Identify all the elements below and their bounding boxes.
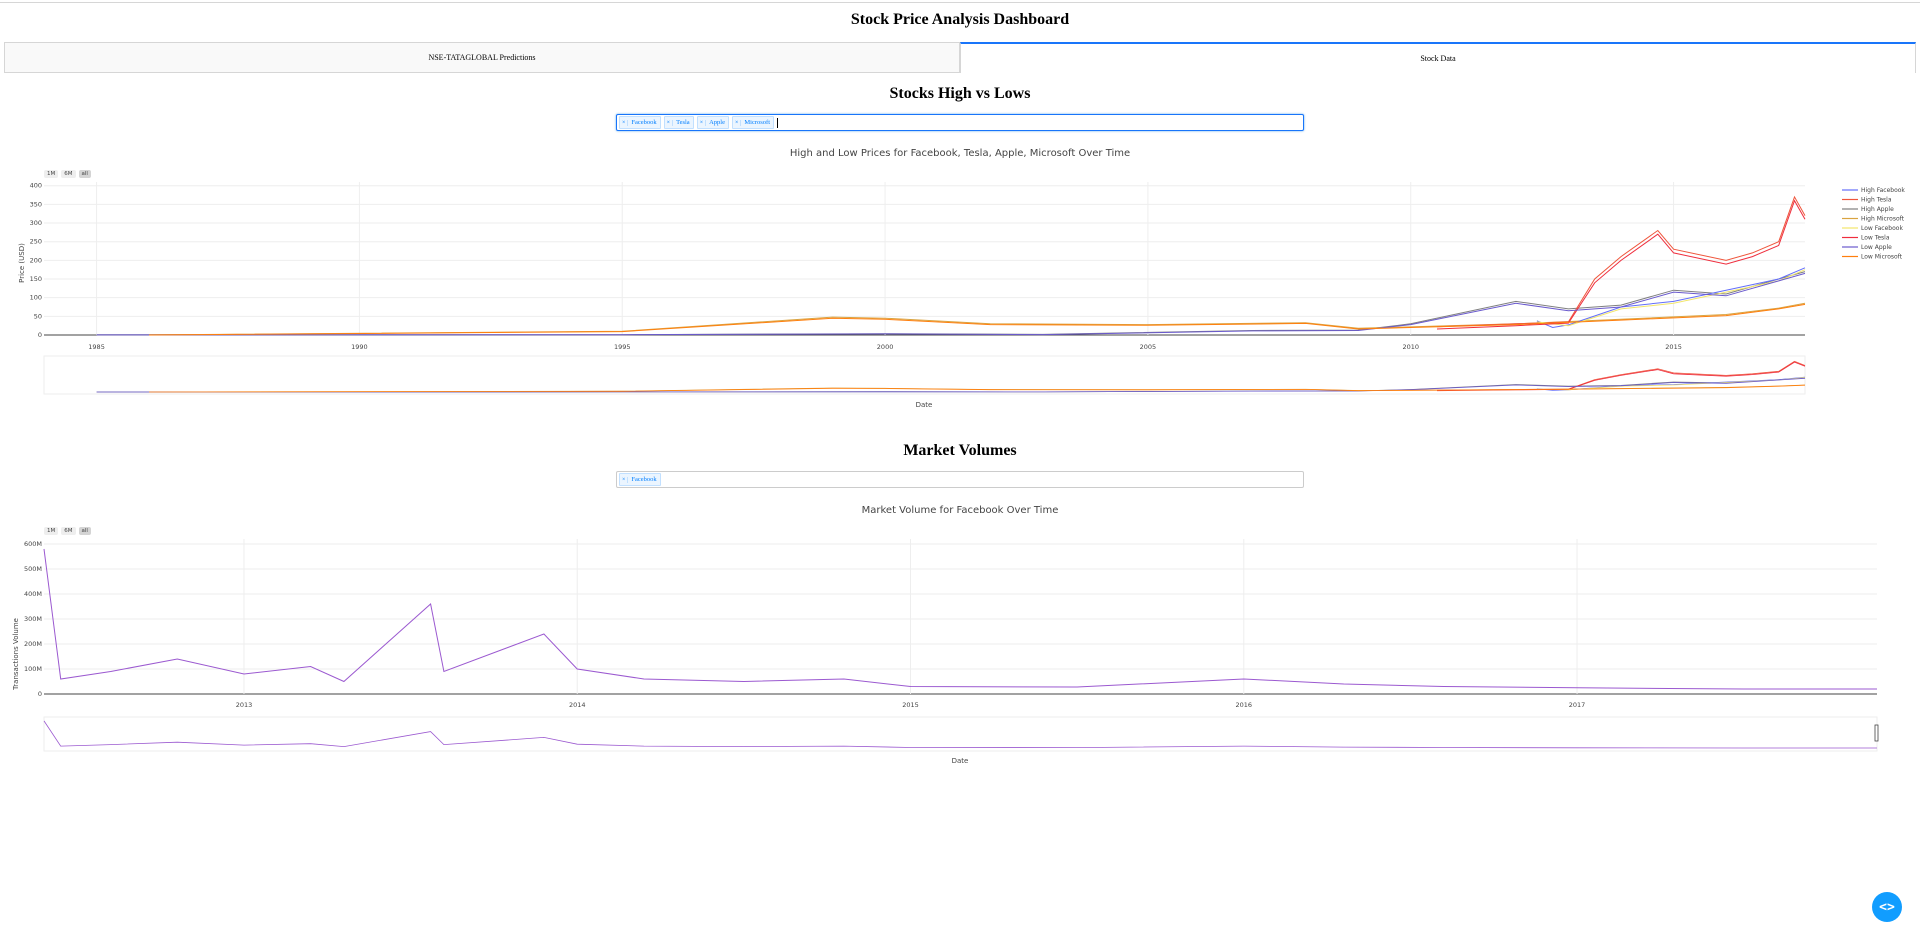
highlow-chart-title: High and Low Prices for Facebook, Tesla,… (789, 148, 1131, 159)
remove-facebook-icon[interactable]: × (620, 119, 629, 126)
y-tick-label: 400M (24, 590, 42, 598)
range-series-line (149, 384, 1806, 393)
legend-entry[interactable]: High Tesla (1861, 197, 1892, 204)
x-tick-label: 2000 (877, 343, 894, 351)
x-tick-label: 2010 (1402, 343, 1419, 351)
series-line (149, 303, 1806, 336)
y-tick-label: 500M (24, 565, 42, 573)
range-series-line (96, 377, 1806, 393)
range-slider[interactable] (43, 716, 1878, 752)
x-tick-label: 2016 (1236, 701, 1253, 709)
tab-bar: NSE-TATAGLOBAL Predictions Stock Data (4, 42, 1916, 73)
series-line (149, 302, 1806, 336)
y-tick-label: 400 (30, 182, 42, 190)
tab-stock-data[interactable]: Stock Data (960, 42, 1916, 73)
x-tick-label: 1990 (351, 343, 368, 351)
chip-label: Tesla (676, 119, 690, 126)
remove-apple-icon[interactable]: × (698, 119, 707, 126)
range-series-line (43, 720, 1877, 749)
chip-microsoft: × Microsoft (731, 116, 774, 129)
x-tick-label: 2005 (1140, 343, 1157, 351)
highlow-stock-dropdown[interactable]: × Facebook × Tesla × Apple × Microsoft (616, 114, 1304, 131)
x-tick-label: 2015 (902, 701, 919, 709)
y-tick-label: 250 (30, 238, 42, 246)
volume-chart[interactable]: Transactions Volume Date 0 100M 200M 300M 40… (0, 527, 1920, 767)
x-tick-label: 1995 (614, 343, 631, 351)
y-tick-label: 100M (24, 665, 42, 673)
range-slider-handle[interactable] (1874, 724, 1879, 742)
chip-facebook: × Facebook (619, 473, 661, 486)
page-title: Stock Price Analysis Dashboard (850, 11, 1070, 28)
highlow-section-title: Stocks High vs Lows (889, 85, 1031, 102)
legend-entry[interactable]: High Microsoft (1861, 216, 1905, 223)
y-tick-label: 150 (30, 275, 42, 283)
range-all-button[interactable]: all (78, 170, 91, 178)
tab-nse-tataglobal-predictions[interactable]: NSE-TATAGLOBAL Predictions (4, 42, 960, 73)
range-all-button[interactable]: all (78, 527, 91, 535)
legend-entry[interactable]: High Apple (1861, 206, 1894, 213)
legend-entry[interactable]: Low Apple (1861, 244, 1892, 251)
chip-facebook: × Facebook (619, 116, 661, 129)
range-series-line (1536, 376, 1806, 391)
y-tick-label: 0 (38, 331, 42, 339)
y-tick-label: 50 (34, 312, 42, 320)
x-tick-label: 2013 (236, 701, 253, 709)
top-divider (0, 2, 1920, 3)
x-tick-label: 2017 (1569, 701, 1586, 709)
series-line (1436, 199, 1806, 330)
code-toggle-button[interactable]: <> (1872, 892, 1902, 922)
legend-entry[interactable]: High Facebook (1861, 187, 1905, 194)
volume-section-title: Market Volumes (903, 442, 1017, 459)
volume-ylabel: Transactions Volume (12, 618, 20, 691)
remove-microsoft-icon[interactable]: × (733, 119, 742, 126)
volume-xlabel: Date (952, 757, 969, 765)
range-6m-button[interactable]: 6M (61, 170, 76, 178)
x-tick-label: 2015 (1665, 343, 1682, 351)
volume-stock-dropdown[interactable]: × Facebook (616, 471, 1304, 488)
range-6m-button[interactable]: 6M (61, 527, 76, 535)
chip-label: Apple (709, 119, 725, 126)
y-tick-label: 200 (30, 256, 42, 264)
series-line (1536, 267, 1806, 329)
series-line (43, 548, 1877, 690)
y-tick-label: 100 (30, 294, 42, 302)
range-1m-button[interactable]: 1M (44, 170, 59, 178)
volume-range-selector: 1M 6M all (44, 527, 91, 535)
y-tick-label: 350 (30, 200, 42, 208)
chip-tesla: × Tesla (663, 116, 694, 129)
highlow-range-selector: 1M 6M all (44, 170, 91, 178)
y-tick-label: 300 (30, 219, 42, 227)
range-1m-button[interactable]: 1M (44, 527, 59, 535)
remove-facebook-icon[interactable]: × (620, 476, 629, 483)
x-tick-label: 2014 (569, 701, 586, 709)
legend-entry[interactable]: Low Facebook (1861, 225, 1903, 232)
y-tick-label: 200M (24, 640, 42, 648)
chip-label: Facebook (631, 476, 657, 483)
legend-entry[interactable]: Low Tesla (1861, 235, 1890, 242)
series-line (1436, 195, 1806, 328)
series-line (96, 272, 1806, 336)
chip-label: Facebook (631, 119, 657, 126)
y-tick-label: 0 (38, 690, 42, 698)
chip-label: Microsoft (744, 119, 770, 126)
volume-chart-title: Market Volume for Facebook Over Time (861, 505, 1059, 516)
range-slider[interactable] (43, 355, 1806, 395)
y-tick-label: 600M (24, 540, 42, 548)
highlow-ylabel: Price (USD) (18, 243, 26, 283)
highlow-chart[interactable]: Price (USD) Date 0 50 100 150 200 250 300 350 40… (0, 170, 1920, 410)
legend-entry[interactable]: Low Microsoft (1861, 254, 1903, 261)
x-tick-label: 1985 (88, 343, 105, 351)
chip-apple: × Apple (696, 116, 729, 129)
y-tick-label: 300M (24, 615, 42, 623)
highlow-xlabel: Date (916, 401, 933, 409)
remove-tesla-icon[interactable]: × (665, 119, 674, 126)
text-cursor (777, 117, 778, 128)
